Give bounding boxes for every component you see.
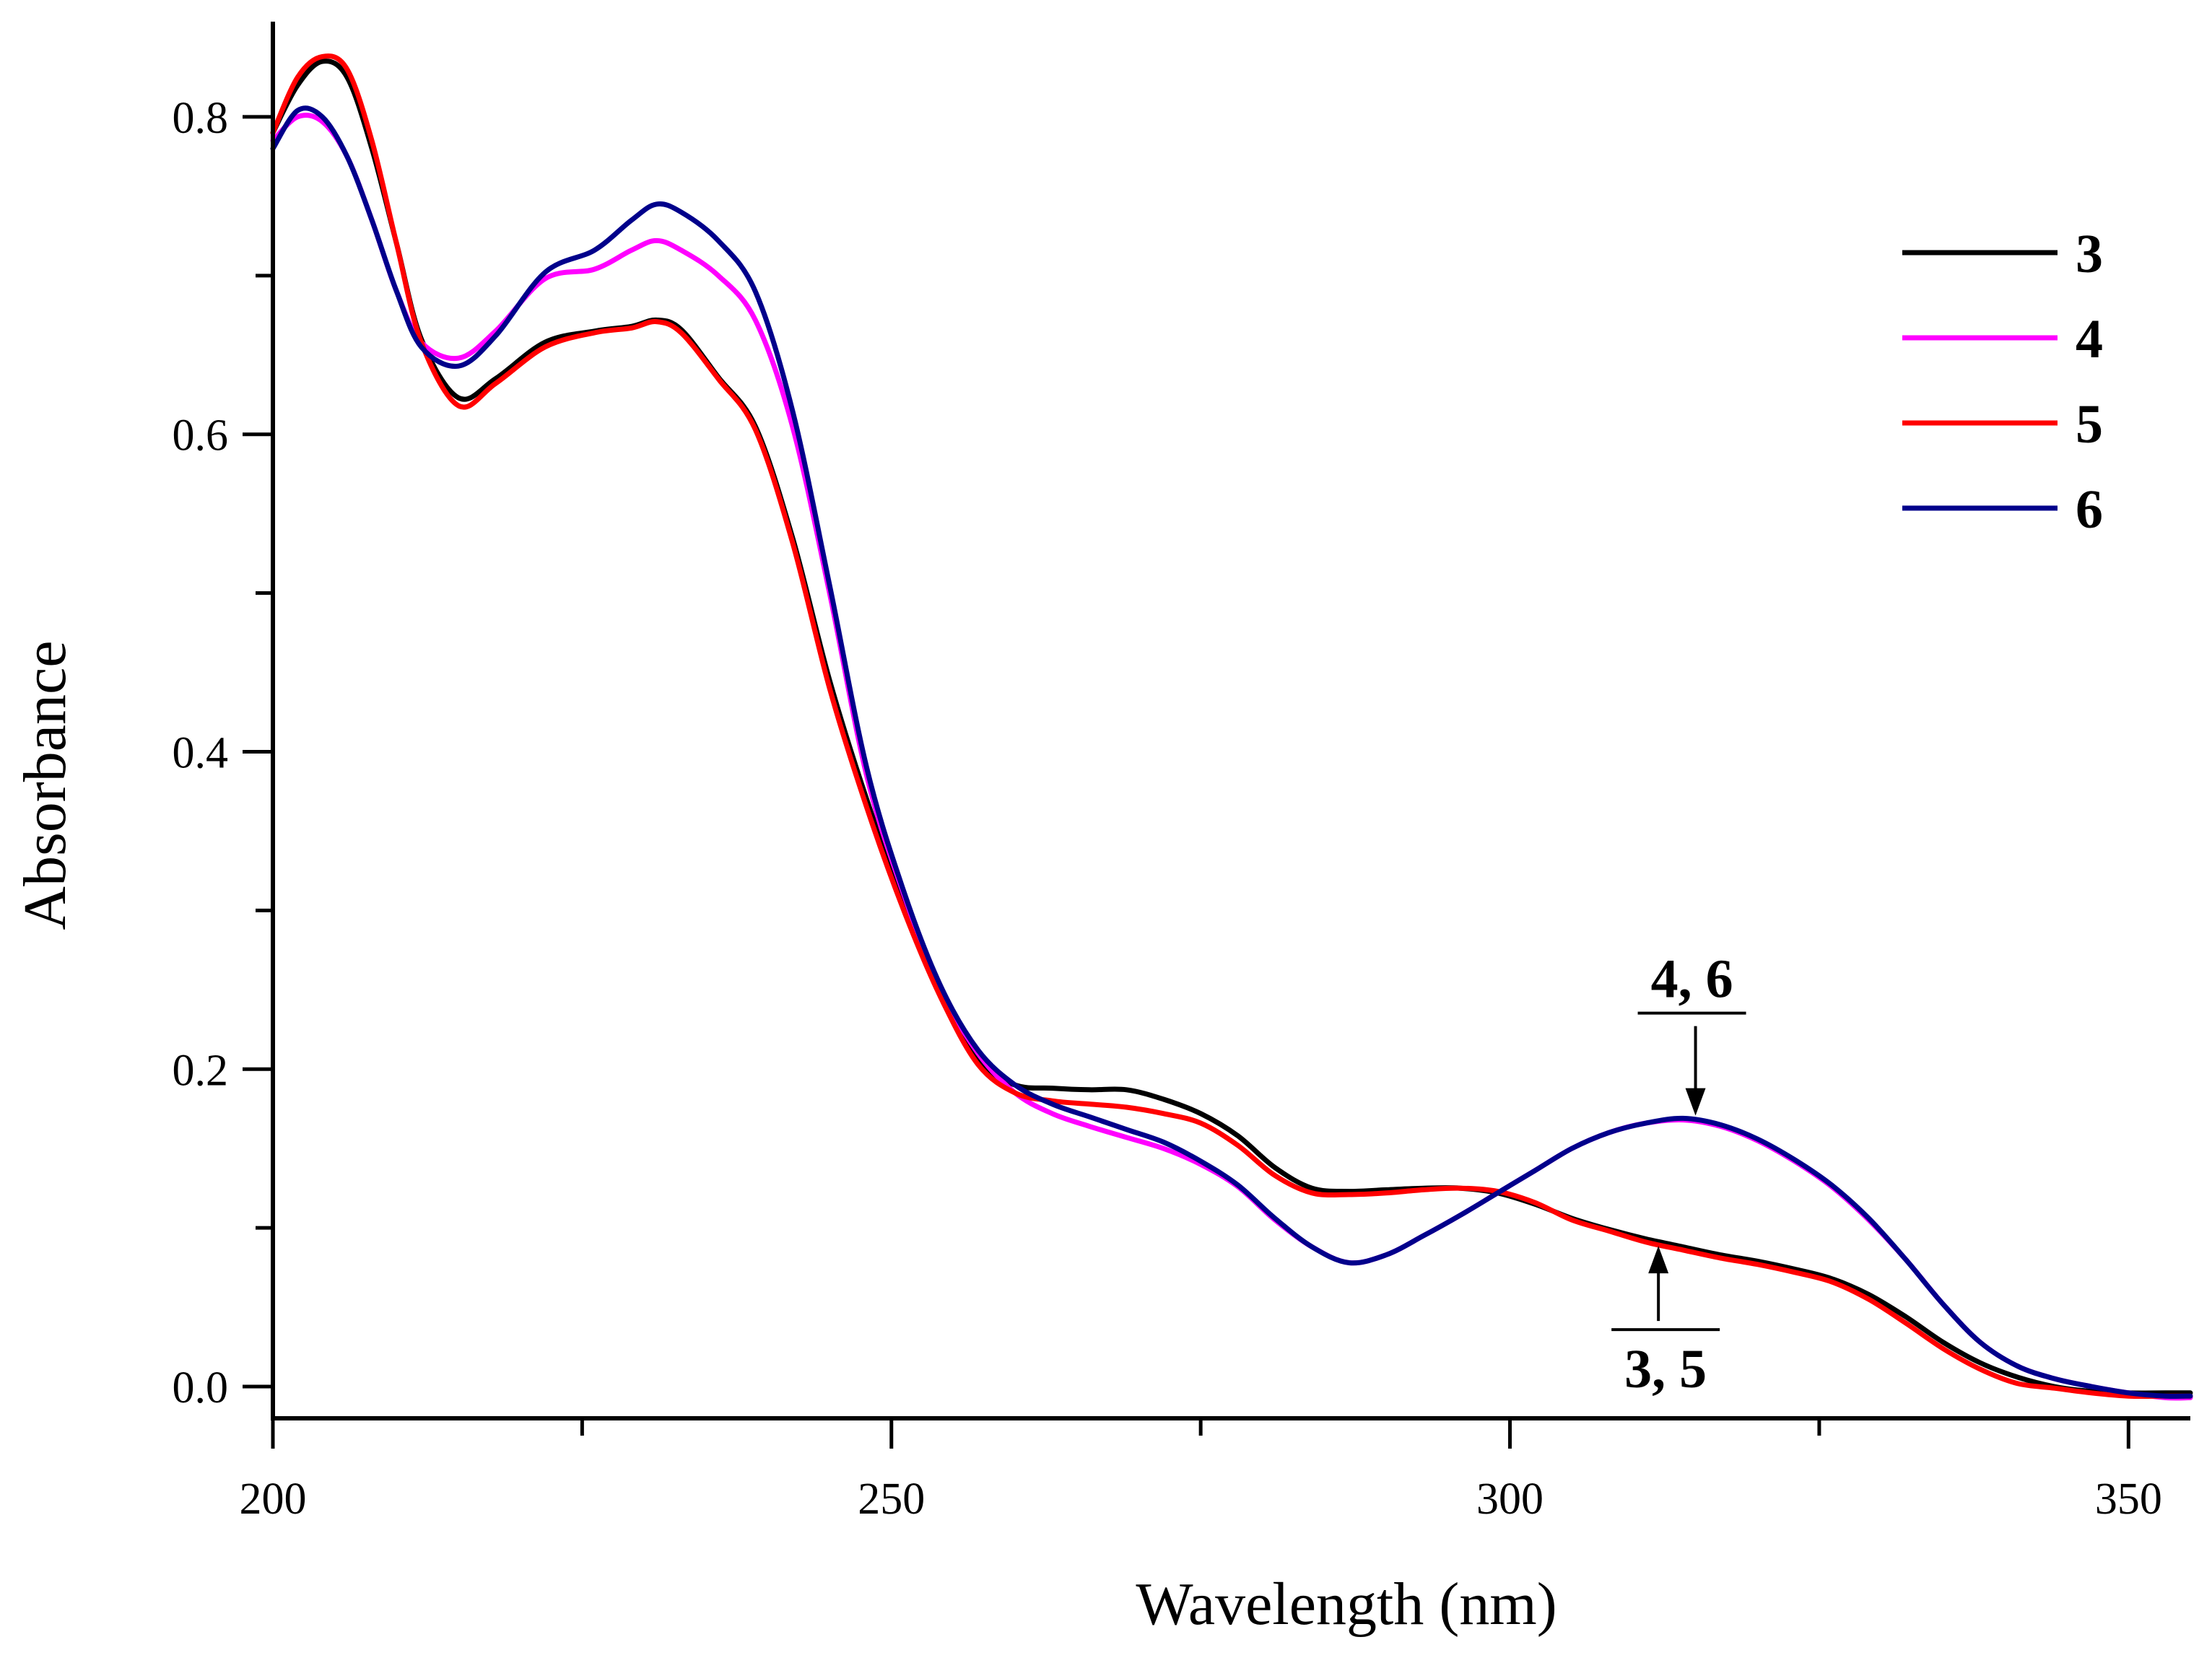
series-line-6 (270, 105, 2193, 1400)
y-axis-title: Absorbance (12, 640, 79, 930)
series-line-3 (270, 58, 2193, 1396)
x-tick-label: 250 (858, 1475, 925, 1524)
annotation-label: 4, 6 (1651, 949, 1733, 1010)
axes (271, 22, 2190, 1420)
x-tick-label: 350 (2095, 1475, 2162, 1524)
annotation-2: 3, 5 (1611, 1246, 1720, 1400)
legend-label-6: 6 (2076, 479, 2103, 540)
y-tick-label: 0.8 (173, 94, 229, 143)
legend: 3 4 5 6 (1902, 224, 2103, 540)
y-tick-label: 0.2 (173, 1046, 229, 1095)
y-tick-label: 0.0 (173, 1363, 229, 1413)
annotation-arrowhead (1648, 1246, 1669, 1274)
legend-label-3: 3 (2076, 224, 2103, 284)
y-tick-label: 0.4 (173, 728, 229, 777)
legend-label-5: 5 (2076, 394, 2103, 455)
series-curves (270, 53, 2193, 1401)
annotation-1: 4, 6 (1637, 949, 1746, 1116)
x-axis-title: Wavelength (nm) (1136, 1571, 1556, 1638)
legend-label-4: 4 (2076, 309, 2103, 370)
x-tick-label: 300 (1476, 1475, 1543, 1524)
series-line-5 (270, 53, 2193, 1400)
annotations: 4, 6 3, 5 (1611, 949, 1746, 1400)
axis-ticks: 200 250 300 350 0.0 0.2 0.4 0.6 0.8 (173, 94, 2162, 1524)
annotation-arrowhead (1685, 1088, 1706, 1116)
series-line-4 (270, 113, 2193, 1401)
y-tick-label: 0.6 (173, 411, 229, 461)
annotation-label: 3, 5 (1624, 1339, 1707, 1400)
x-tick-label: 200 (240, 1475, 307, 1524)
